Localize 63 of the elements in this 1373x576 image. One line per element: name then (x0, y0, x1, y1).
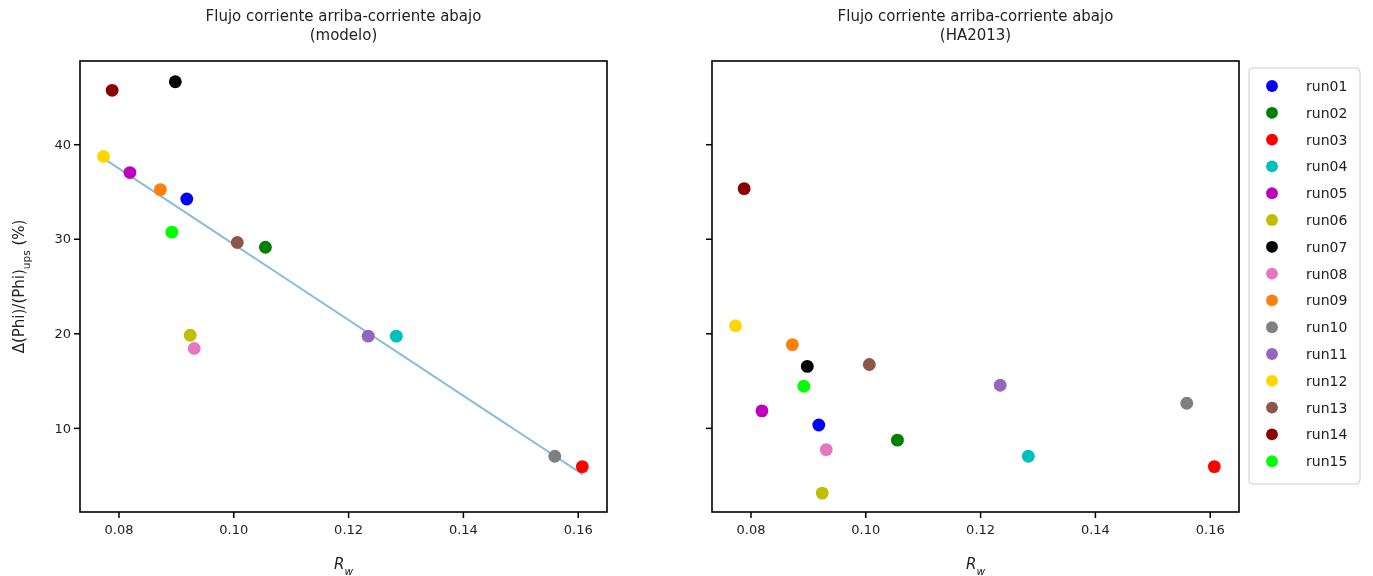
legend-label: run06 (1306, 212, 1348, 228)
point (797, 379, 811, 393)
legend-label: run13 (1306, 399, 1348, 416)
point (1021, 449, 1035, 463)
legend-label: run08 (1306, 265, 1348, 282)
y-tick-label: 30 (54, 231, 71, 247)
point (819, 443, 833, 457)
point (890, 433, 904, 447)
point (755, 404, 769, 418)
legend-label: run04 (1306, 158, 1348, 175)
point (187, 342, 201, 355)
x-axis-title: R$_{w}$ (965, 555, 986, 576)
legend-label: run12 (1306, 372, 1348, 389)
point (361, 329, 375, 343)
legend-label: run02 (1306, 104, 1348, 121)
point (993, 378, 1007, 392)
point (812, 418, 826, 432)
point (123, 166, 137, 179)
point (548, 449, 562, 463)
x-axis-title: R$_{w}$ (333, 555, 354, 576)
x-tick-label: 0.08 (104, 522, 134, 537)
x-tick-label: 0.16 (1195, 522, 1225, 537)
legend-label: run05 (1306, 185, 1348, 202)
point (785, 338, 799, 352)
point (168, 75, 182, 89)
x-tick-label: 0.10 (851, 522, 881, 537)
point (165, 225, 179, 239)
x-tick-label: 0.16 (563, 522, 593, 537)
legend-label: run07 (1306, 238, 1348, 255)
x-tick-label: 0.14 (448, 522, 478, 537)
point (97, 150, 110, 163)
x-tick-label: 0.12 (966, 522, 996, 537)
point (737, 182, 751, 196)
legend-label: run03 (1306, 131, 1348, 148)
point (1207, 460, 1221, 474)
legend-label: run09 (1306, 292, 1348, 309)
point (862, 358, 876, 371)
chart-title: Flujo corriente arriba-corriente abajo (modelo) (205, 7, 482, 44)
legend-label: run11 (1306, 346, 1348, 362)
x-tick-label: 0.14 (1080, 522, 1110, 537)
point (575, 460, 589, 474)
chart-title: Flujo corriente arriba-corriente abajo (HA2013) (837, 7, 1114, 44)
legend-label: run14 (1306, 426, 1348, 443)
point (230, 236, 244, 249)
legend-label: run10 (1306, 319, 1348, 336)
point (153, 183, 167, 197)
y-tick-label: 10 (54, 420, 71, 436)
x-tick-label: 0.08 (736, 522, 766, 537)
point (258, 240, 272, 254)
x-tick-label: 0.12 (334, 522, 364, 537)
point (180, 192, 194, 206)
point (183, 328, 197, 342)
y-tick-label: 20 (54, 325, 71, 341)
point (800, 359, 814, 373)
point (389, 329, 403, 343)
x-tick-label: 0.10 (219, 522, 249, 537)
y-tick-label: 40 (54, 136, 71, 152)
legend-label: run15 (1306, 453, 1348, 470)
legend-label: run01 (1306, 78, 1348, 94)
point (105, 83, 119, 97)
point (729, 319, 742, 333)
point (1180, 396, 1194, 410)
point (815, 486, 829, 500)
